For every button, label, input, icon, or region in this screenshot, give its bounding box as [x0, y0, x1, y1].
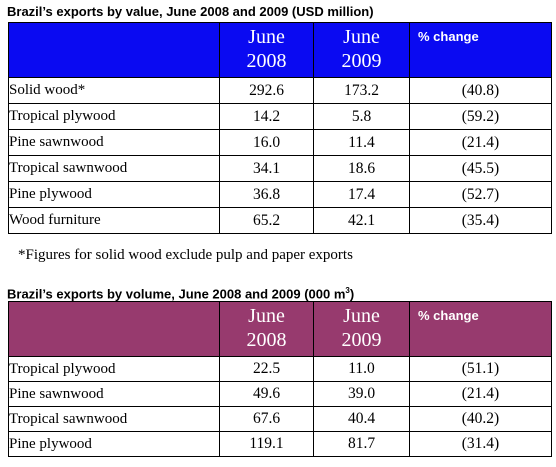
value-2009: 40.4 — [313, 406, 410, 432]
exports-by-value-table: June 2008 June 2009 % change Solid wood*… — [8, 22, 552, 234]
value-2009: 18.6 — [313, 155, 410, 182]
value-2009: 11.0 — [313, 356, 410, 382]
table-row: Pine sawnwood 16.0 11.4 (21.4) — [8, 129, 552, 156]
percent-change: (21.4) — [409, 381, 552, 407]
row-label: Pine plywood — [8, 181, 220, 208]
value-2009: 5.8 — [313, 103, 410, 130]
percent-change: (59.2) — [409, 103, 552, 130]
table-row: Pine plywood 36.8 17.4 (52.7) — [8, 181, 552, 208]
percent-change: (31.4) — [409, 431, 552, 457]
header-year: 2008 — [246, 50, 287, 72]
value-2008: 292.6 — [219, 77, 314, 104]
value-2008: 36.8 — [219, 181, 314, 208]
header-month: June — [343, 26, 380, 48]
exports-by-volume-table: June 2008 June 2009 % change Tropical pl… — [8, 301, 552, 457]
header-month: June — [343, 305, 380, 327]
table-row: Tropical sawnwood 67.6 40.4 (40.2) — [8, 406, 552, 432]
value-2009: 173.2 — [313, 77, 410, 104]
table2-title-end: ) — [349, 286, 355, 302]
table-row: Tropical sawnwood 34.1 18.6 (45.5) — [8, 155, 552, 182]
table1-header-row: June 2008 June 2009 % change — [8, 22, 552, 78]
table-row: Tropical plywood 22.5 11.0 (51.1) — [8, 356, 552, 382]
table1-header-2008: June 2008 — [219, 22, 314, 78]
table-row: Pine sawnwood 49.6 39.0 (21.4) — [8, 381, 552, 407]
header-year: 2009 — [341, 50, 382, 72]
value-2008: 22.5 — [219, 356, 314, 382]
value-2009: 81.7 — [313, 431, 410, 457]
row-label: Tropical sawnwood — [8, 406, 220, 432]
value-2009: 39.0 — [313, 381, 410, 407]
table-row: Pine plywood 119.1 81.7 (31.4) — [8, 431, 552, 457]
percent-change: (52.7) — [409, 181, 552, 208]
value-2009: 42.1 — [313, 207, 410, 234]
row-label: Tropical plywood — [8, 356, 220, 382]
table2-header-2009: June 2009 — [313, 301, 410, 357]
table1-header-change: % change — [409, 22, 552, 78]
value-2009: 11.4 — [313, 129, 410, 156]
table-row: Wood furniture 65.2 42.1 (35.4) — [8, 207, 552, 234]
row-label: Pine sawnwood — [8, 381, 220, 407]
percent-change: (51.1) — [409, 356, 552, 382]
table2-header-change: % change — [409, 301, 552, 357]
table1-header-label-cell — [8, 22, 220, 78]
table2-header-2008: June 2008 — [219, 301, 314, 357]
value-2009: 17.4 — [313, 181, 410, 208]
table1-title: Brazil’s exports by value, June 2008 and… — [7, 4, 374, 19]
percent-change: (35.4) — [409, 207, 552, 234]
row-label: Wood furniture — [8, 207, 220, 234]
row-label: Pine plywood — [8, 431, 220, 457]
percent-change: (40.8) — [409, 77, 552, 104]
row-label: Tropical plywood — [8, 103, 220, 130]
value-2008: 14.2 — [219, 103, 314, 130]
table-row: Tropical plywood 14.2 5.8 (59.2) — [8, 103, 552, 130]
row-label: Solid wood* — [8, 77, 220, 104]
value-2008: 65.2 — [219, 207, 314, 234]
header-year: 2009 — [341, 329, 382, 351]
header-month: June — [248, 26, 285, 48]
header-month: June — [248, 305, 285, 327]
value-2008: 119.1 — [219, 431, 314, 457]
value-2008: 34.1 — [219, 155, 314, 182]
row-label: Tropical sawnwood — [8, 155, 220, 182]
percent-change: (40.2) — [409, 406, 552, 432]
table2-header-row: June 2008 June 2009 % change — [8, 301, 552, 357]
value-2008: 49.6 — [219, 381, 314, 407]
percent-change: (45.5) — [409, 155, 552, 182]
table2-title-main: Brazil’s exports by volume, June 2008 an… — [7, 286, 346, 302]
percent-change: (21.4) — [409, 129, 552, 156]
value-2008: 67.6 — [219, 406, 314, 432]
header-year: 2008 — [246, 329, 287, 351]
value-2008: 16.0 — [219, 129, 314, 156]
table2-title: Brazil’s exports by volume, June 2008 an… — [7, 286, 354, 301]
table2-header-label-cell — [8, 301, 220, 357]
row-label: Pine sawnwood — [8, 129, 220, 156]
table2-title-superscript: 3 — [345, 286, 350, 295]
footnote: *Figures for solid wood exclude pulp and… — [18, 247, 353, 263]
table1-header-2009: June 2009 — [313, 22, 410, 78]
table-row: Solid wood* 292.6 173.2 (40.8) — [8, 77, 552, 104]
